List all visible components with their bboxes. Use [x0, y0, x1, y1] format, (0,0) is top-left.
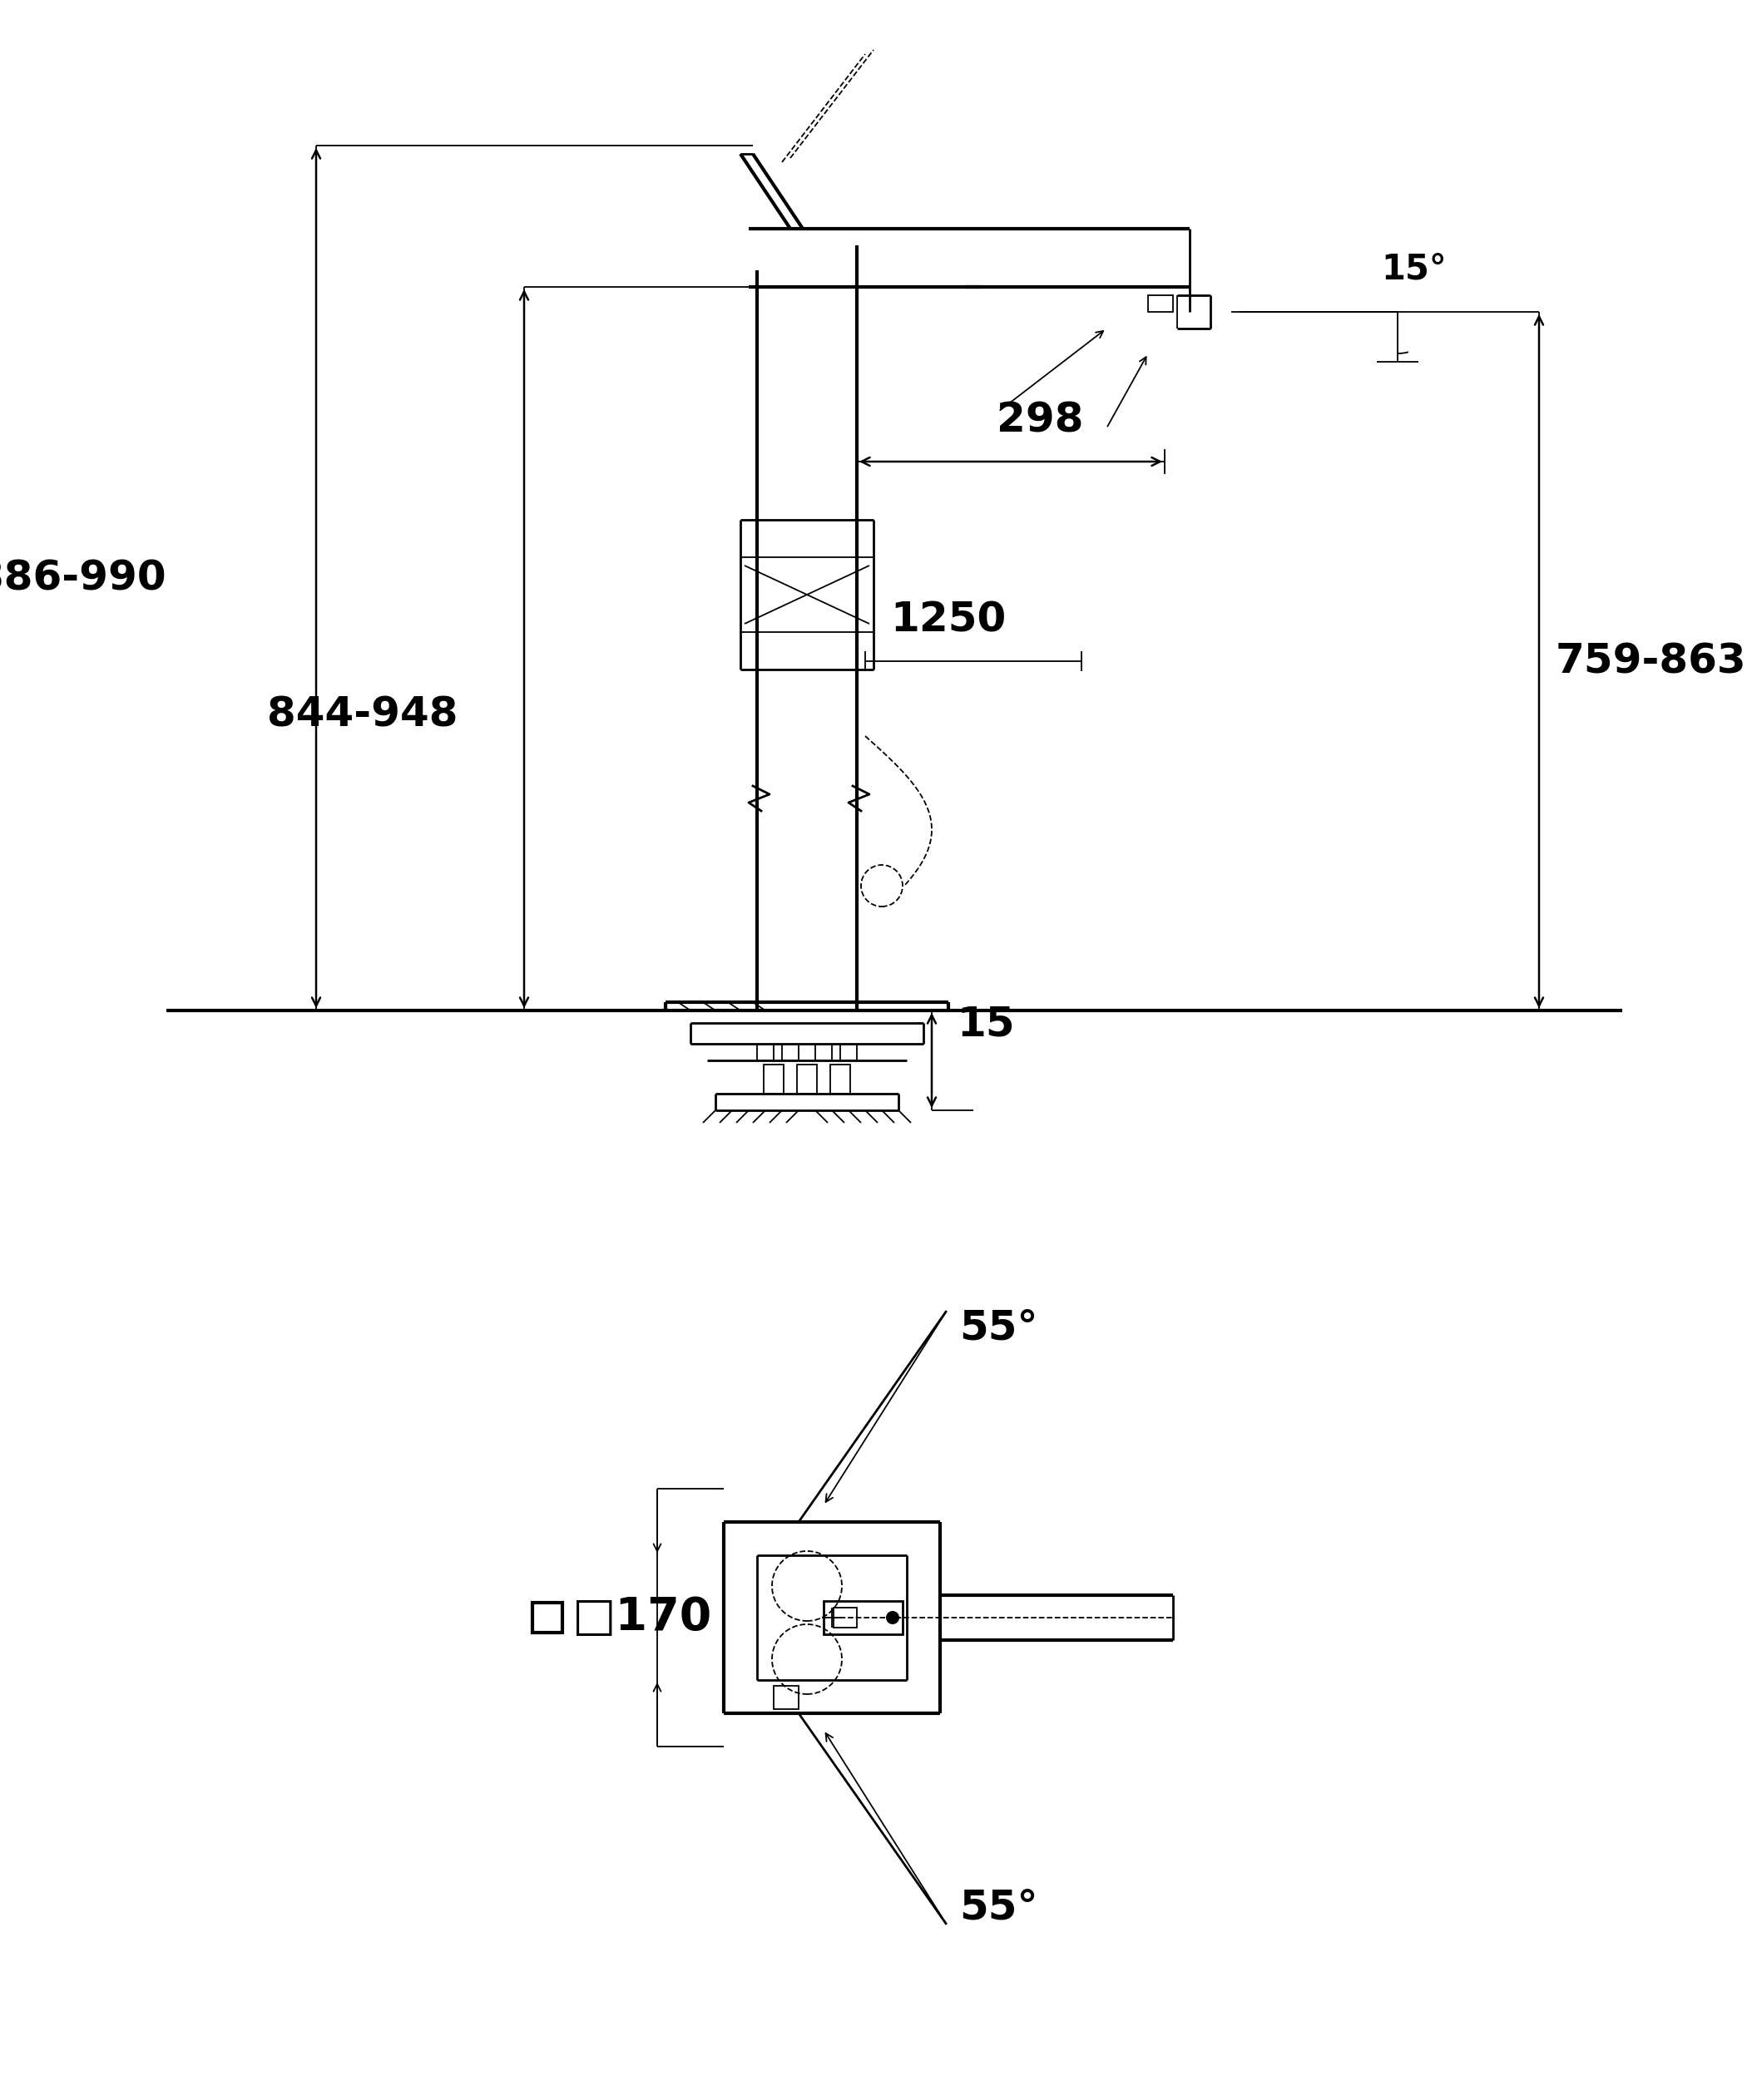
Text: 298: 298 — [997, 401, 1083, 441]
Text: 886-990: 886-990 — [0, 559, 166, 598]
Text: 15: 15 — [957, 1004, 1014, 1044]
Bar — [1148, 296, 1174, 313]
Text: 15°: 15° — [1381, 252, 1447, 288]
Text: □170: □170 — [573, 1596, 713, 1640]
Text: 55°: 55° — [958, 1308, 1037, 1348]
Bar — [830, 1065, 850, 1094]
Bar — [823, 1600, 902, 1634]
Bar — [834, 1609, 857, 1628]
Bar — [774, 1686, 799, 1709]
Bar — [533, 1602, 562, 1632]
Text: 759-863: 759-863 — [1556, 640, 1747, 680]
Bar — [797, 1065, 816, 1094]
Text: 844-948: 844-948 — [266, 695, 457, 735]
Text: 55°: 55° — [958, 1888, 1037, 1928]
Bar — [764, 1065, 783, 1094]
Circle shape — [887, 1611, 899, 1623]
Text: 1250: 1250 — [890, 601, 1006, 640]
